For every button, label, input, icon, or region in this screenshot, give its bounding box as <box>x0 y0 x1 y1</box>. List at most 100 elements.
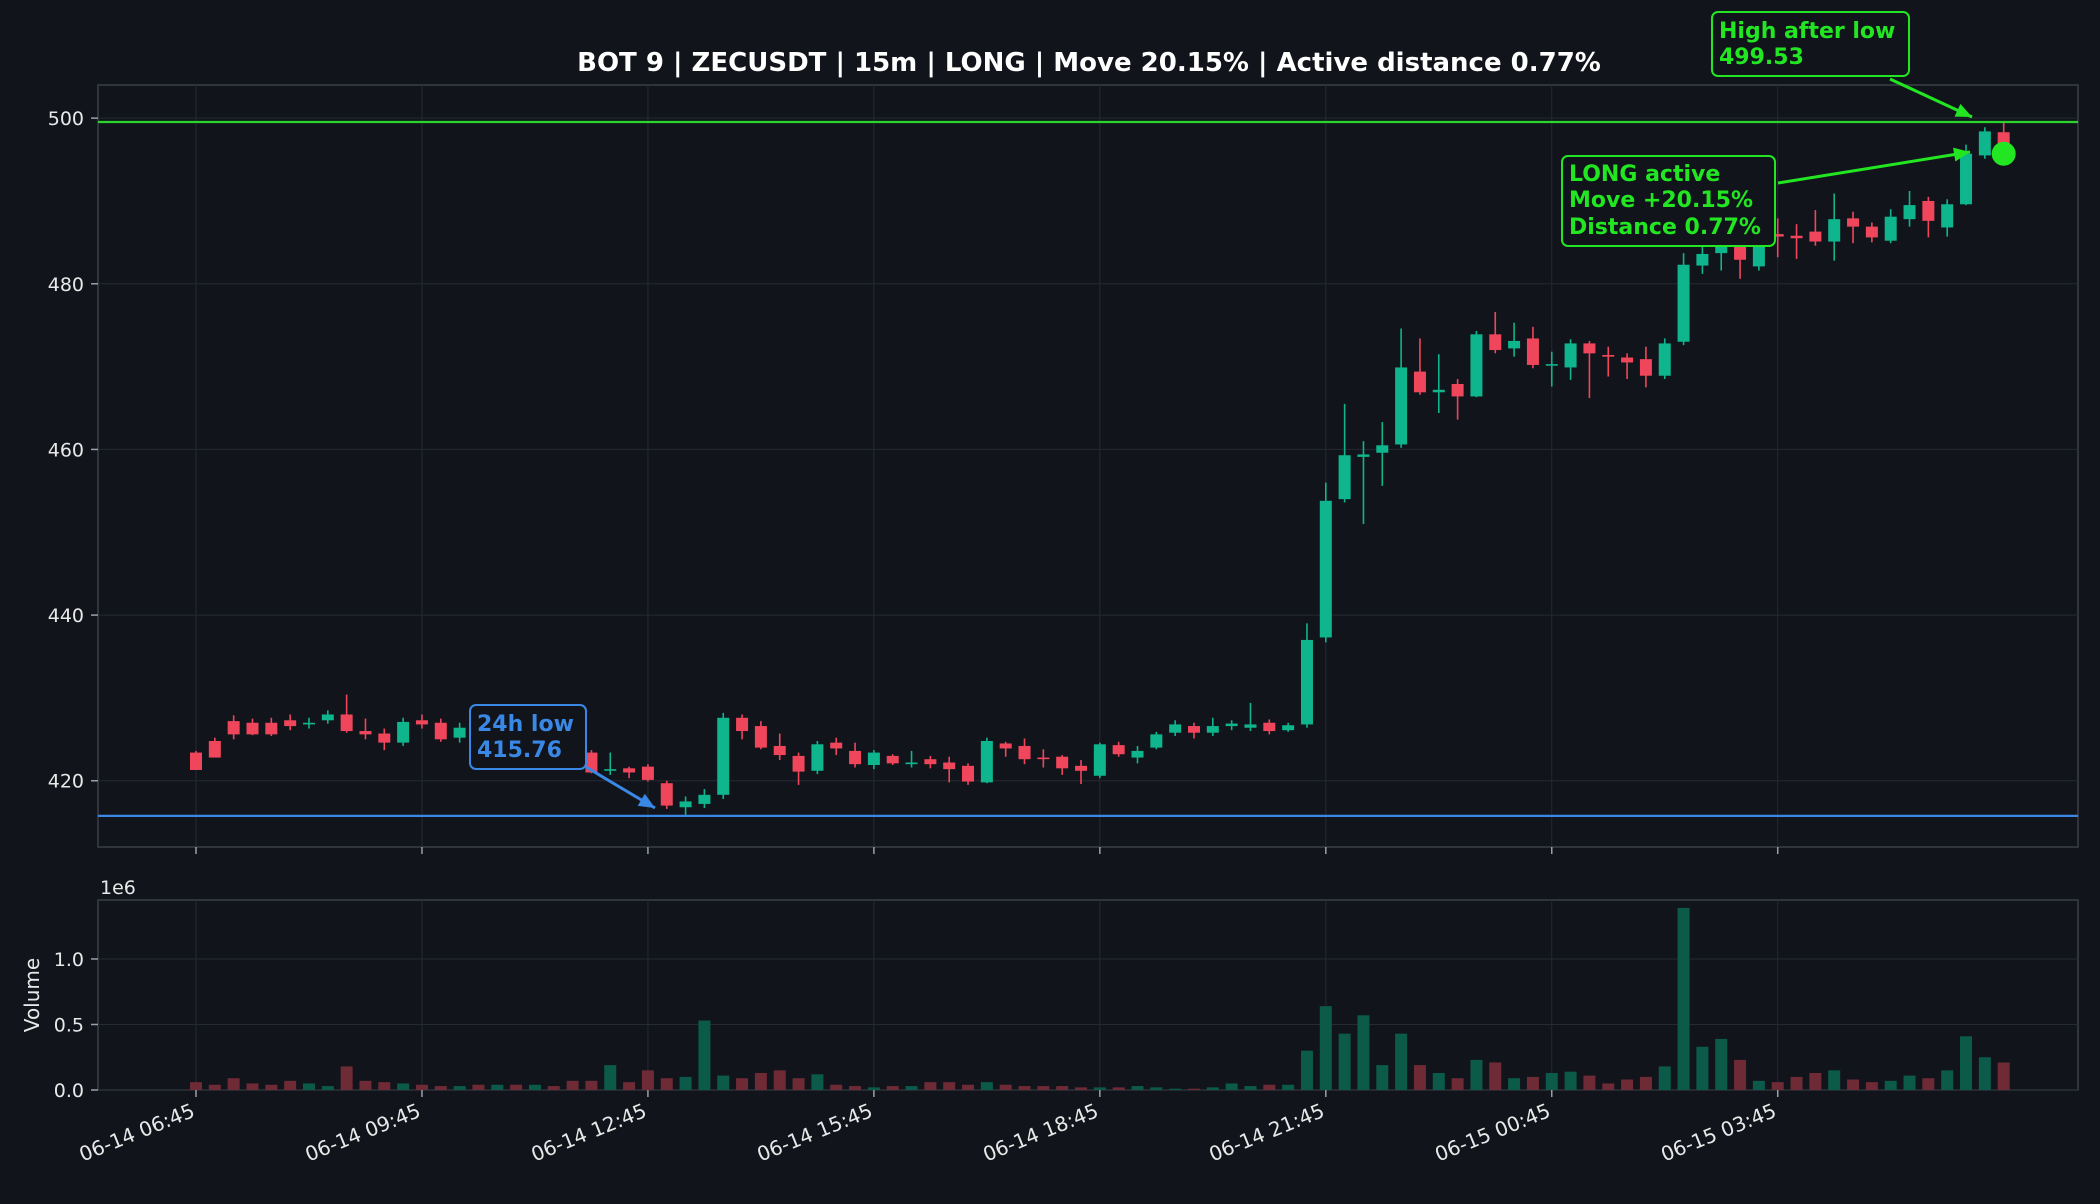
candle-body <box>359 731 372 735</box>
volume-bar <box>453 1086 466 1090</box>
candle-body <box>284 720 297 727</box>
volume-bar <box>1526 1076 1539 1090</box>
candle-body <box>1960 153 1973 205</box>
volume-bar <box>1809 1072 1822 1090</box>
candle-body <box>1847 218 1860 227</box>
candle-body <box>1075 765 1088 771</box>
volume-bar <box>660 1078 673 1090</box>
volume-bar <box>905 1086 918 1090</box>
candle-body <box>321 714 334 721</box>
candle-body <box>340 714 353 732</box>
volume-bar <box>1602 1083 1615 1090</box>
volume-bar <box>265 1084 278 1090</box>
candle-body <box>1677 264 1690 342</box>
candle-body <box>1583 343 1596 354</box>
candle-body <box>434 722 447 740</box>
candle-body <box>1470 334 1483 397</box>
volume-bar <box>849 1086 862 1090</box>
candle-body <box>1282 725 1295 731</box>
high-annotation-label: High after low <box>1719 19 1895 44</box>
candle-body <box>1451 384 1464 397</box>
volume-bar <box>1018 1086 1031 1090</box>
candle-body <box>660 783 673 806</box>
volume-bar <box>434 1086 447 1090</box>
candle-body <box>1489 334 1502 351</box>
candle-body <box>1225 723 1238 727</box>
volume-bar <box>1639 1076 1652 1090</box>
volume-bar <box>1225 1083 1238 1090</box>
volume-bar <box>1997 1062 2010 1090</box>
volume-bar <box>1169 1088 1182 1090</box>
volume-grid <box>98 900 2078 1091</box>
volume-multiplier-label: 1e6 <box>100 877 136 899</box>
candle-body <box>415 720 428 725</box>
volume-tick-label: 0.5 <box>54 1014 84 1036</box>
price-tick-label: 500 <box>48 108 84 130</box>
price-panel-frame <box>97 84 2079 848</box>
volume-bar <box>1300 1050 1313 1090</box>
volume-bar <box>1376 1065 1389 1090</box>
candle-body <box>1941 204 1954 228</box>
price-x-axis <box>195 847 1779 854</box>
candle-body <box>1809 231 1822 242</box>
candle-body <box>1903 205 1916 220</box>
candle-body <box>1526 338 1539 365</box>
volume-y-axis: 0.0 0.5 1.0 <box>54 949 98 1102</box>
volume-bar <box>528 1084 541 1090</box>
volume-bar <box>1903 1075 1916 1090</box>
volume-bar <box>999 1084 1012 1090</box>
volume-bar <box>1319 1006 1332 1090</box>
volume-bar <box>491 1084 504 1090</box>
candle-body <box>1413 371 1426 393</box>
candle-body <box>1602 355 1615 357</box>
candle-body <box>1018 745 1031 760</box>
candle-body <box>1131 750 1144 758</box>
candle-body <box>1037 757 1050 760</box>
volume-bar <box>1056 1086 1069 1090</box>
volume-bar <box>1432 1072 1445 1090</box>
low-annotation-label: 24h low <box>477 712 574 737</box>
candle-body <box>1545 364 1558 366</box>
candle-body <box>1244 724 1257 728</box>
volume-bar <box>1206 1087 1219 1090</box>
volume-bar <box>378 1082 391 1090</box>
volume-bar <box>227 1078 240 1090</box>
volume-panel-frame <box>97 899 2079 1091</box>
volume-bar <box>698 1020 711 1090</box>
volume-bar <box>886 1086 899 1090</box>
volume-bar <box>1941 1070 1954 1090</box>
volume-bar <box>623 1082 636 1090</box>
candle-body <box>1922 200 1935 221</box>
price-y-axis: 420 440 460 480 500 <box>48 108 98 793</box>
volume-bar <box>1413 1065 1426 1090</box>
candle-body <box>830 742 843 749</box>
volume-bar <box>980 1082 993 1090</box>
volume-bar <box>1131 1086 1144 1090</box>
volume-bar <box>641 1070 654 1090</box>
volume-bar <box>1790 1076 1803 1090</box>
candle-body <box>736 717 749 732</box>
volume-bar <box>962 1084 975 1090</box>
volume-bar <box>284 1080 297 1090</box>
candle-body <box>1263 722 1276 732</box>
candle-body <box>453 727 466 738</box>
volume-bar <box>1470 1059 1483 1090</box>
candle-body <box>1790 235 1803 239</box>
high-annotation-value: 499.53 <box>1719 45 1804 70</box>
volume-bar <box>1583 1075 1596 1090</box>
volume-bar <box>359 1080 372 1090</box>
active-annotation-label: LONG active <box>1569 162 1720 187</box>
candle-body <box>999 743 1012 749</box>
volume-bar <box>1677 907 1690 1090</box>
candle-body <box>1828 219 1841 242</box>
candle-body <box>1639 359 1652 376</box>
candle-body <box>190 752 202 770</box>
volume-bar <box>1847 1079 1860 1090</box>
candle-body <box>1300 639 1313 725</box>
volume-bar <box>302 1083 315 1090</box>
candle-body <box>1376 445 1389 453</box>
volume-bar <box>1357 1015 1370 1090</box>
candle-body <box>679 801 692 808</box>
